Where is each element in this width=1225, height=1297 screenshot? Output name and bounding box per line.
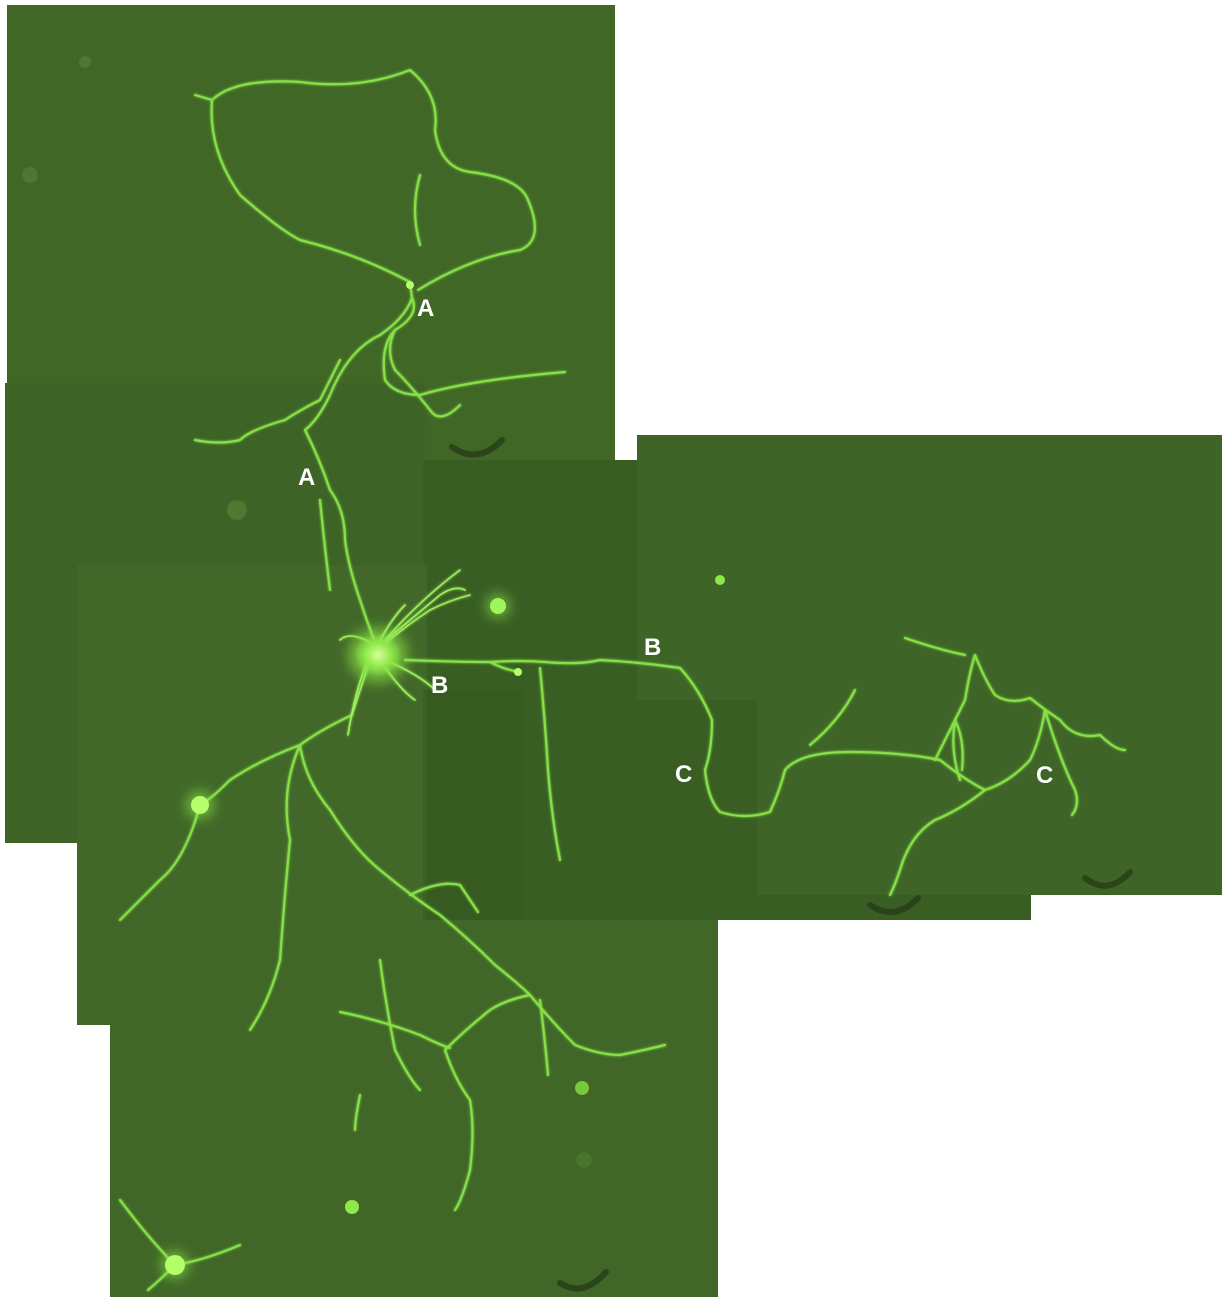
figure-labels: A A B B C C: [298, 295, 1053, 789]
soma-left: [191, 796, 209, 814]
soma-mid: [514, 668, 522, 676]
soma-right: [715, 575, 725, 585]
soma-center-top: [490, 598, 506, 614]
label-c-left: C: [675, 761, 692, 788]
tile-shadow: [637, 700, 757, 895]
faint-cell-4: [576, 1152, 592, 1168]
soma-bottom-left: [165, 1255, 185, 1275]
soma-bottom-a: [345, 1200, 359, 1214]
main-soma: [354, 633, 402, 677]
label-a-upper: A: [417, 295, 434, 322]
crescent-artifacts: [449, 437, 1133, 1292]
soma-bottom-b: [575, 1081, 589, 1095]
faint-cell-3: [79, 56, 91, 68]
tile-shadow-2: [423, 690, 523, 920]
faint-cell-2: [22, 167, 38, 183]
faint-cell-1: [227, 500, 247, 520]
image-tiles: [5, 5, 1222, 1297]
label-a-lower: A: [298, 464, 315, 491]
tile-bottom: [110, 920, 718, 1297]
label-b-left: B: [431, 672, 448, 699]
label-c-right: C: [1036, 762, 1053, 789]
soma-top: [406, 281, 414, 289]
label-b-right: B: [644, 634, 661, 661]
neuron-cell-bodies: [22, 56, 725, 1275]
